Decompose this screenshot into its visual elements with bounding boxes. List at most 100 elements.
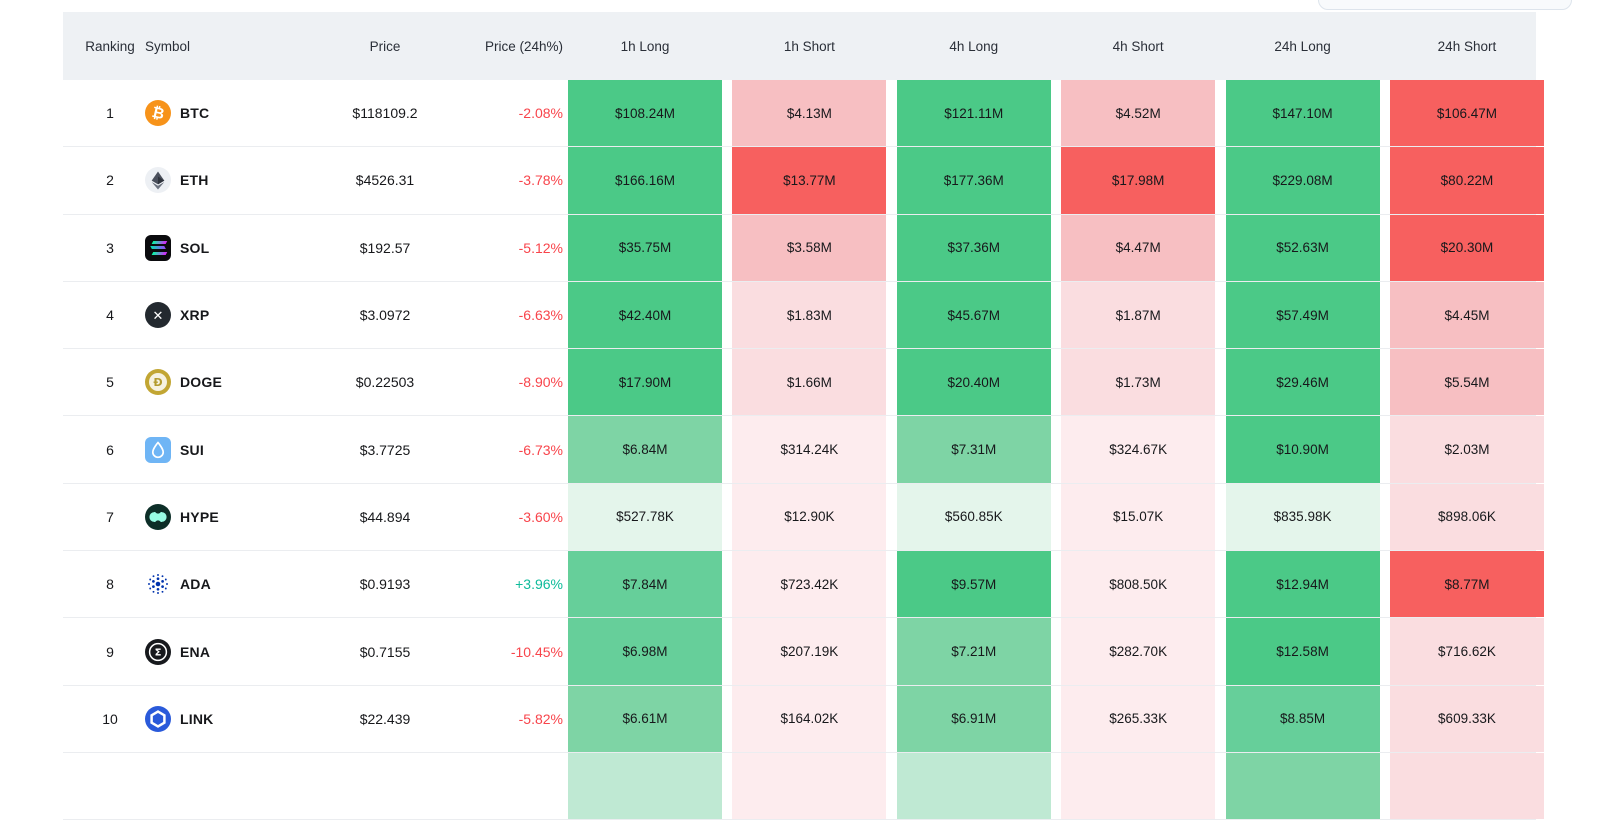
liquidation-cell: $8.77M [1389,551,1544,618]
liquidation-table: Ranking Symbol Price Price (24h%) 1h Long 1h … [63,12,1544,820]
price-cell: $3.0972 [295,282,475,348]
symbol-cell[interactable]: SOL [145,215,295,281]
liquidation-cell: $229.08M [1225,147,1380,214]
liquidation-values: $17.90M $1.66M $20.40M $1.73M $29.46M $5.54M [568,349,1544,416]
rank-value: 1 [106,105,114,122]
liquidation-cell: $808.50K [1061,551,1216,618]
table-row[interactable]: 1 ₿ BTC $118109.2 -2.08% $108.24M $4.13M $121.1… [63,80,1544,148]
column-header[interactable]: Symbol [145,38,191,54]
top-right-partial-button[interactable] [1318,0,1572,10]
eth-icon [145,167,171,194]
liquidation-values: $527.78K $12.90K $560.85K $15.07K $835.98K $8… [568,483,1544,551]
symbol-cell[interactable]: ₿ BTC [145,80,295,146]
liquidation-cell: $265.33K [1061,685,1216,752]
liquidation-cell: $527.78K [568,483,722,551]
xrp-icon: ✕ [145,302,171,329]
liquidation-cell: $17.98M [1061,147,1216,214]
liquidation-values: $166.16M $13.77M $177.36M $17.98M $229.08M $8… [568,147,1544,214]
column-header[interactable]: 4h Long [949,38,999,54]
link-icon [145,705,171,732]
liquidation-values [568,752,1544,820]
table-row[interactable]: 10 LINK $22.439 -5.82% $6.61M $164.02K $6.91M $… [63,685,1544,753]
column-header[interactable]: Price [369,38,401,54]
price-value: $22.439 [359,710,411,727]
rank-cell: 5 [63,349,145,415]
symbol-cell[interactable]: Σ ENA [145,618,295,684]
price-change-cell: -5.82% [475,686,568,752]
table-body: 1 ₿ BTC $118109.2 -2.08% $108.24M $4.13M $121.1… [63,80,1544,820]
rank-cell: 10 [63,686,145,752]
table-row[interactable]: 5 Ð DOGE $0.22503 -8.90% $17.90M $1.66M $20.40M… [63,349,1544,417]
price-cell: $3.7725 [295,416,475,482]
liquidation-cell: $57.49M [1225,281,1380,349]
price-cell: $0.9193 [295,551,475,617]
doge-icon: Ð [145,369,171,396]
liquidation-cell [568,752,722,820]
table-row[interactable]: 9 Σ ENA $0.7155 -10.45% $6.98M $207.19K $7.21M $… [63,618,1544,686]
column-header[interactable]: 24h Short [1437,38,1497,54]
liquidation-values: $7.84M $723.42K $9.57M $808.50K $12.94M $8.77… [568,551,1544,618]
liquidation-cell: $3.58M [732,214,887,281]
liquidation-cell: $6.84M [568,416,722,483]
price-cell: $192.57 [295,215,475,281]
liquidation-cell: $29.46M [1225,349,1380,416]
liquidation-cell: $177.36M [896,147,1051,214]
symbol-cell[interactable]: Ð DOGE [145,349,295,415]
table-row[interactable]: 7 HYPE $44.894 -3.60% $527.78K $12.90K $560.85… [63,483,1544,552]
liquidation-cell: $1.66M [732,349,887,416]
table-row[interactable]: 3 SOL $192.57 -5.12% $35.75M $3.58M $37.36M $4.… [63,214,1544,282]
price-change-value: -10.45% [510,643,563,660]
liquidation-cell: $108.24M [568,80,722,147]
liquidation-cell: $35.75M [568,214,722,281]
column-header[interactable]: Ranking [85,38,135,54]
liquidation-values: $6.61M $164.02K $6.91M $265.33K $8.85M $609.3… [568,685,1544,752]
table-row-partial[interactable] [63,752,1544,820]
rank-value: 2 [106,172,114,189]
column-header[interactable]: 24h Long [1274,38,1331,54]
symbol-label: BTC [180,105,210,122]
table-row[interactable]: 4 ✕ XRP $3.0972 -6.63% $42.40M $1.83M $45.67M $1… [63,281,1544,350]
price-change-cell: -6.73% [475,416,568,482]
symbol-cell[interactable]: HYPE [145,484,295,550]
price-change-value: -3.78% [518,172,563,189]
table-row[interactable]: 2 ETH $4526.31 -3.78% $166.16M $13.77M $177.36… [63,147,1544,215]
liquidation-cell: $121.11M [896,80,1051,147]
symbol-cell[interactable]: ADA [145,551,295,617]
symbol-cell[interactable]: ETH [145,147,295,213]
liquidation-cell: $207.19K [732,618,887,685]
column-header[interactable]: 1h Long [620,38,670,54]
liquidation-cell: $166.16M [568,147,722,214]
rank-cell: 4 [63,282,145,348]
symbol-cell[interactable]: LINK [145,686,295,752]
price-value: $118109.2 [352,105,418,122]
column-header[interactable]: 4h Short [1112,38,1164,54]
price-cell: $0.22503 [295,349,475,415]
price-change-cell: -3.60% [475,484,568,550]
liquidation-cell: $2.03M [1389,416,1544,483]
table-row[interactable]: 8 ADA $0.9193 +3.96% $7.84M $723.42K $9.57M $80… [63,551,1544,619]
symbol-label: ADA [180,576,211,593]
symbol-cell[interactable]: SUI [145,416,295,482]
liquidation-cell: $282.70K [1061,618,1216,685]
column-header[interactable]: 1h Short [783,38,835,54]
rank-value: 4 [106,307,114,324]
symbol-label: SUI [180,441,204,458]
liquidation-cell: $1.83M [732,281,887,349]
rank-value: 9 [106,643,114,660]
symbol-cell[interactable]: ✕ XRP [145,282,295,348]
liquidation-cell: $560.85K [896,483,1051,551]
liquidation-cell: $45.67M [896,281,1051,349]
liquidation-cell: $6.61M [568,685,722,752]
column-header[interactable]: Price (24h%) [484,38,563,54]
liquidation-cell: $20.40M [896,349,1051,416]
ena-icon: Σ [145,638,171,665]
liquidation-cell: $1.73M [1061,349,1216,416]
sui-icon [145,436,171,463]
table-row[interactable]: 6 SUI $3.7725 -6.73% $6.84M $314.24K $7.31M $32… [63,416,1544,484]
symbol-label: XRP [180,307,210,324]
liquidation-cell: $12.94M [1225,551,1380,618]
price-cell: $44.894 [295,484,475,550]
ada-icon [145,571,171,598]
price-value: $3.7725 [359,441,411,458]
rank-cell: 1 [63,80,145,146]
